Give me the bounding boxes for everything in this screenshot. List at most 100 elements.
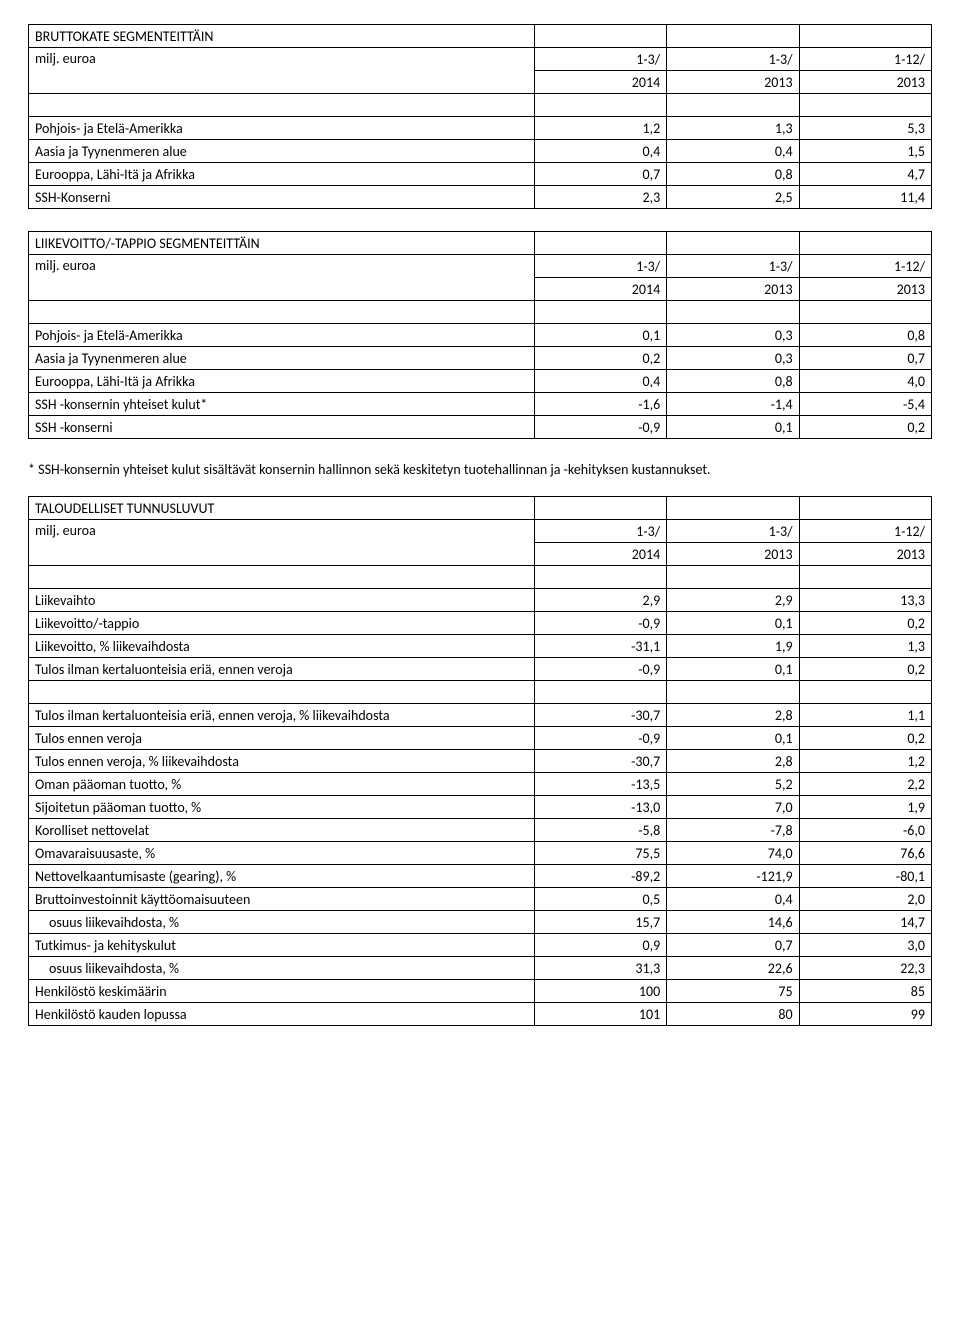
row-label: Tulos ilman kertaluonteisia eriä, ennen … [29, 658, 535, 681]
table-row: Bruttoinvestoinnit käyttöomaisuuteen0,50… [29, 888, 932, 911]
col-header: 2013 [667, 71, 799, 94]
row-label: SSH-Konserni [29, 186, 535, 209]
cell-value: 0,1 [667, 416, 799, 439]
cell-value: 4,7 [799, 163, 931, 186]
cell-value: 0,2 [799, 727, 931, 750]
cell-value: 1,2 [534, 117, 666, 140]
cell-value: -30,7 [534, 750, 666, 773]
row-label: SSH -konsernin yhteiset kulut* [29, 393, 535, 416]
cell-value: 1,9 [667, 635, 799, 658]
cell-value: 85 [799, 980, 931, 1003]
row-label: Sijoitetun pääoman tuotto, % [29, 796, 535, 819]
row-label: Tutkimus- ja kehityskulut [29, 934, 535, 957]
cell-value: 76,6 [799, 842, 931, 865]
row-label: Henkilöstö kauden lopussa [29, 1003, 535, 1026]
cell-value: -121,9 [667, 865, 799, 888]
cell-value: 2,8 [667, 750, 799, 773]
cell-value: 80 [667, 1003, 799, 1026]
cell-value: 2,8 [667, 704, 799, 727]
table-row: Liikevoitto, % liikevaihdosta-31,11,91,3 [29, 635, 932, 658]
cell-value: 0,4 [667, 140, 799, 163]
table-row: osuus liikevaihdosta, %15,714,614,7 [29, 911, 932, 934]
cell-value: 22,3 [799, 957, 931, 980]
row-label: Tulos ennen veroja, % liikevaihdosta [29, 750, 535, 773]
cell-value: 0,3 [667, 324, 799, 347]
row-label: Aasia ja Tyynenmeren alue [29, 347, 535, 370]
cell-value: 1,3 [667, 117, 799, 140]
table-title: LIIKEVOITTO/-TAPPIO SEGMENTEITTÄIN [29, 232, 535, 255]
cell-value: 0,7 [667, 934, 799, 957]
row-label: Liikevoitto/-tappio [29, 612, 535, 635]
cell-value: 3,0 [799, 934, 931, 957]
col-header: 1-3/ [667, 520, 799, 543]
table-subtitle: milj. euroa [29, 255, 535, 301]
table-row: Pohjois- ja Etelä-Amerikka1,21,35,3 [29, 117, 932, 140]
col-header: 1-12/ [799, 255, 931, 278]
cell-value: 0,7 [799, 347, 931, 370]
cell-value: 2,2 [799, 773, 931, 796]
table-row: Aasia ja Tyynenmeren alue0,40,41,5 [29, 140, 932, 163]
row-label: Eurooppa, Lähi-Itä ja Afrikka [29, 163, 535, 186]
col-header: 1-3/ [667, 255, 799, 278]
row-label: Pohjois- ja Etelä-Amerikka [29, 117, 535, 140]
row-label: Liikevoitto, % liikevaihdosta [29, 635, 535, 658]
cell-value: -0,9 [534, 612, 666, 635]
row-label: Oman pääoman tuotto, % [29, 773, 535, 796]
cell-value: -1,6 [534, 393, 666, 416]
row-label: Aasia ja Tyynenmeren alue [29, 140, 535, 163]
cell-value: 0,8 [667, 370, 799, 393]
cell-value: 0,8 [799, 324, 931, 347]
table-row: Oman pääoman tuotto, %-13,55,22,2 [29, 773, 932, 796]
row-label: Liikevaihto [29, 589, 535, 612]
cell-value: 11,4 [799, 186, 931, 209]
row-label: Eurooppa, Lähi-Itä ja Afrikka [29, 370, 535, 393]
table-row: SSH -konserni-0,90,10,2 [29, 416, 932, 439]
table-title: TALOUDELLISET TUNNUSLUVUT [29, 497, 535, 520]
col-header: 1-3/ [667, 48, 799, 71]
cell-value: 5,3 [799, 117, 931, 140]
cell-value: 0,2 [799, 416, 931, 439]
cell-value: 14,7 [799, 911, 931, 934]
cell-value: -80,1 [799, 865, 931, 888]
cell-value: 0,7 [534, 163, 666, 186]
table-row: Henkilöstö kauden lopussa1018099 [29, 1003, 932, 1026]
cell-value: 0,4 [534, 370, 666, 393]
cell-value: 99 [799, 1003, 931, 1026]
cell-value: 14,6 [667, 911, 799, 934]
cell-value: 74,0 [667, 842, 799, 865]
row-label: Korolliset nettovelat [29, 819, 535, 842]
table-subtitle: milj. euroa [29, 48, 535, 94]
cell-value: 2,9 [667, 589, 799, 612]
cell-value: 7,0 [667, 796, 799, 819]
cell-value: 0,2 [799, 658, 931, 681]
cell-value: 0,4 [667, 888, 799, 911]
cell-value: 0,5 [534, 888, 666, 911]
table-row: Tulos ilman kertaluonteisia eriä, ennen … [29, 658, 932, 681]
cell-value: 0,9 [534, 934, 666, 957]
table-row: Eurooppa, Lähi-Itä ja Afrikka0,70,84,7 [29, 163, 932, 186]
cell-value: 1,1 [799, 704, 931, 727]
cell-value: 1,3 [799, 635, 931, 658]
cell-value: 0,1 [667, 658, 799, 681]
cell-value: -7,8 [667, 819, 799, 842]
cell-value: 31,3 [534, 957, 666, 980]
cell-value: -0,9 [534, 658, 666, 681]
cell-value: 1,9 [799, 796, 931, 819]
cell-value: 0,2 [799, 612, 931, 635]
table-subtitle: milj. euroa [29, 520, 535, 566]
col-header: 1-12/ [799, 520, 931, 543]
col-header: 2014 [534, 543, 666, 566]
cell-value: -0,9 [534, 727, 666, 750]
cell-value: 75,5 [534, 842, 666, 865]
cell-value: -1,4 [667, 393, 799, 416]
footnote-text: * SSH-konsernin yhteiset kulut sisältävä… [28, 461, 932, 478]
table-row: SSH -konsernin yhteiset kulut*-1,6-1,4-5… [29, 393, 932, 416]
cell-value: -31,1 [534, 635, 666, 658]
table-row: Pohjois- ja Etelä-Amerikka0,10,30,8 [29, 324, 932, 347]
cell-value: 101 [534, 1003, 666, 1026]
table-row: Henkilöstö keskimäärin1007585 [29, 980, 932, 1003]
cell-value: 5,2 [667, 773, 799, 796]
table-row: Tulos ennen veroja-0,90,10,2 [29, 727, 932, 750]
cell-value: -89,2 [534, 865, 666, 888]
cell-value: 2,5 [667, 186, 799, 209]
